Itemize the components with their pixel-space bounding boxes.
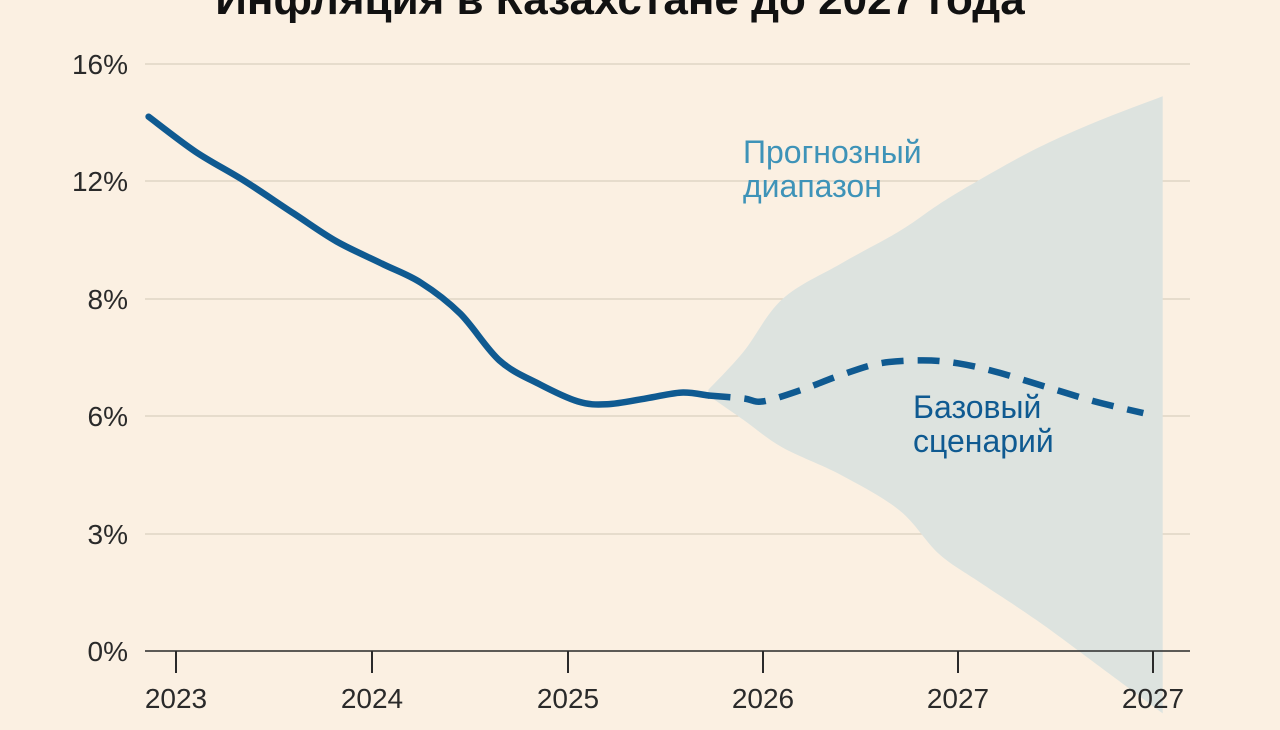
y-tick-label-4: 12%	[72, 166, 128, 197]
band-layer	[708, 96, 1163, 714]
baseline-forecast-line	[708, 357, 1145, 417]
base-label-line-1: сценарий	[913, 423, 1054, 459]
series-layer	[145, 113, 1145, 417]
y-tick-label-1: 3%	[88, 519, 128, 550]
y-tick-label-5: 16%	[72, 49, 128, 80]
x-tick-label-1: 2024	[341, 683, 403, 714]
chart-title: Инфляция в Казахстане до 2027 года	[215, 0, 1025, 24]
actual-inflation-line	[145, 113, 712, 408]
y-tick-label-0: 0%	[88, 636, 128, 667]
forecast-band	[708, 96, 1163, 714]
x-tick-label-0: 2023	[145, 683, 207, 714]
axis-layer: 2023 2024 2025 2026 2027 2027	[145, 650, 1190, 714]
y-tick-label-3: 8%	[88, 284, 128, 315]
band-label-line-0: Прогнозный	[743, 134, 922, 170]
x-tick-label-4: 2027	[927, 683, 989, 714]
x-tick-label-5: 2027	[1122, 683, 1184, 714]
x-tick-label-3: 2026	[732, 683, 794, 714]
y-tick-label-2: 6%	[88, 401, 128, 432]
x-tick-label-2: 2025	[537, 683, 599, 714]
base-label-line-0: Базовый	[913, 389, 1041, 425]
band-label-line-1: диапазон	[743, 168, 882, 204]
